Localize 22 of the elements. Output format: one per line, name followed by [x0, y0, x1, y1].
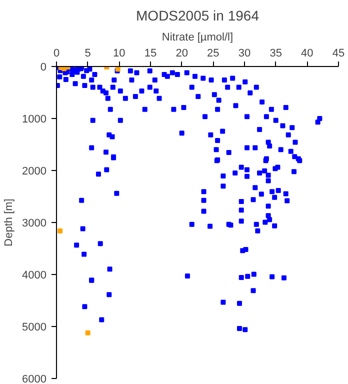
x-tick-label: 15 [144, 48, 157, 60]
y-tick-label: 5000 [22, 322, 47, 334]
x-tick-label: 35 [270, 48, 282, 60]
y-tick-label: 4000 [22, 270, 47, 282]
y-tick-label: 2000 [22, 166, 47, 178]
x-axis-title: Nitrate [µmol/l] [162, 32, 234, 44]
x-tick-label: 10 [113, 48, 126, 60]
x-tick-label: 45 [332, 48, 345, 60]
x-tick-label: 30 [238, 48, 251, 60]
y-tick-label: 6000 [22, 374, 47, 384]
y-tick-label: 1000 [22, 114, 47, 126]
point [85, 330, 90, 336]
y-tick-label: 0 [40, 62, 47, 74]
y-axis-title: Depth [m] [3, 198, 16, 246]
x-tick-label: 5 [84, 48, 91, 60]
x-tick-label: 25 [207, 48, 220, 60]
x-tick-label: 0 [53, 48, 60, 60]
y-tick-label: 3000 [22, 218, 47, 230]
x-tick-label: 20 [176, 48, 188, 60]
point [58, 228, 63, 234]
chart-title: MODS2005 in 1964 [136, 8, 260, 24]
x-tick-label: 40 [301, 48, 314, 60]
